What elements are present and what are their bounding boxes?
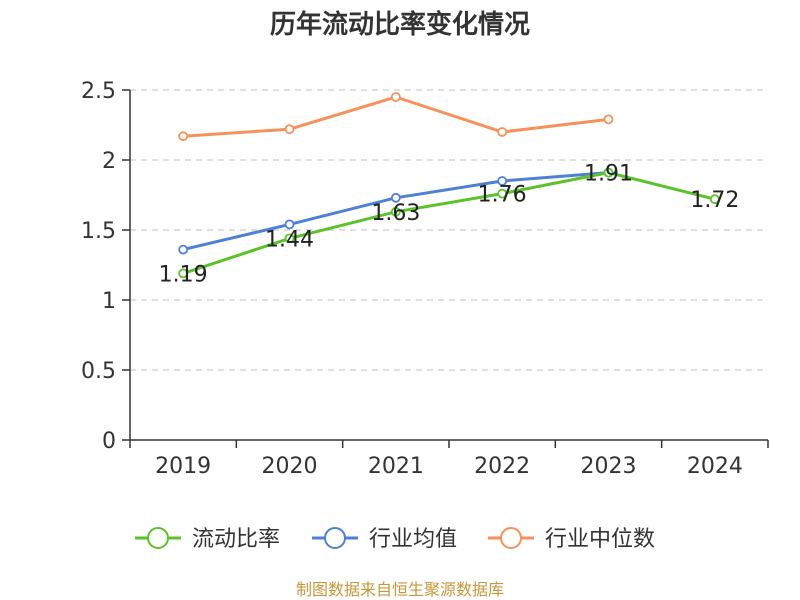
data-point [603,167,614,178]
data-point [497,176,508,186]
x-tick-label: 2024 [687,454,743,479]
x-tick-label: 2019 [155,454,211,479]
series-line-0 [182,171,716,275]
x-tick-label: 2021 [368,454,424,479]
legend: 流动比率 行业均值 行业中位数 [135,527,655,552]
data-point [603,114,614,125]
data-label: 1.44 [265,227,314,252]
data-label: 1.19 [159,262,208,287]
x-tick-label: 2020 [262,454,318,479]
data-point [178,268,189,279]
data-labels: 1.19 1.44 1.63 1.76 1.91 1.72 [159,162,740,288]
axes: 0 0.5 1 1.5 2 2.5 2019 2020 2021 2022 2023 2024 [81,79,769,479]
series-line-2 [183,95,609,138]
data-label: 1.72 [690,188,739,213]
data-point [390,92,401,102]
x-tick-label: 2023 [581,454,637,479]
data-point [390,206,401,217]
data-point [497,127,508,137]
legend-marker [147,527,169,549]
legend-label: 行业中位数 [545,527,655,552]
y-tick-label: 1.5 [81,219,116,244]
y-tick-label: 0.5 [81,359,116,384]
x-tick-label: 2022 [474,454,530,479]
data-point [709,194,720,205]
data-point [497,188,508,199]
legend-marker [324,527,346,549]
source-note: 制图数据来自恒生聚源数据库 [296,580,504,599]
data-point [284,124,295,135]
y-tick-label: 0 [102,429,116,454]
y-tick-label: 1 [102,289,116,314]
legend-label: 流动比率 [192,527,280,552]
chart-title: 历年流动比率变化情况 [270,9,530,40]
legend-label: 行业均值 [369,527,457,552]
series-lines [178,92,720,279]
data-point [390,192,401,203]
data-point [284,233,295,244]
data-label: 1.76 [478,183,527,208]
grid-lines [130,89,768,371]
data-label: 1.63 [371,201,420,226]
legend-marker [500,527,522,549]
data-point [284,219,295,230]
data-label: 1.91 [584,162,633,187]
y-tick-label: 2.5 [81,79,116,104]
data-point [178,131,189,142]
data-point [178,244,189,255]
y-tick-label: 2 [102,149,116,174]
